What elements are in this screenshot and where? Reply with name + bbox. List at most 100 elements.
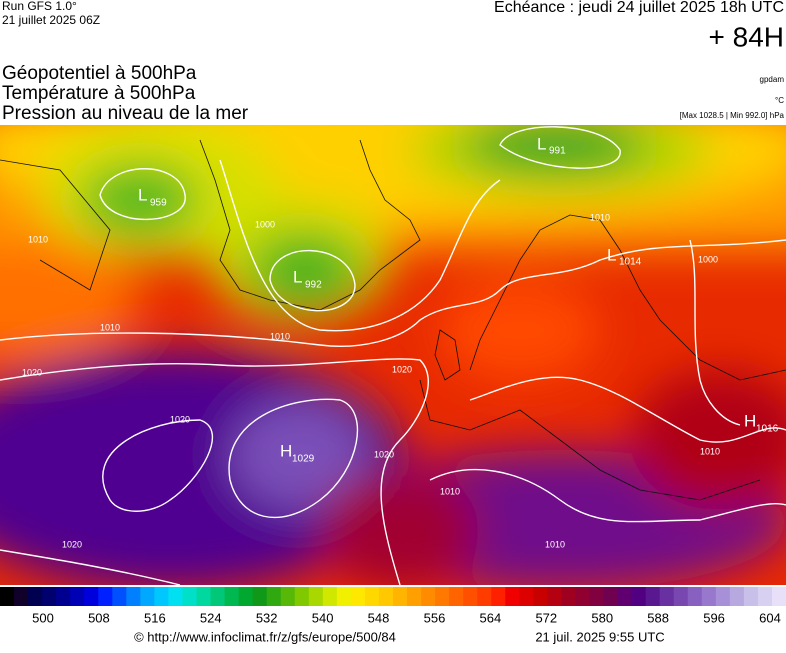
color-swatch bbox=[603, 587, 619, 606]
color-swatch bbox=[421, 587, 436, 606]
colorbar-tick-label: 564 bbox=[480, 610, 502, 625]
colorbar-tick-label: 516 bbox=[144, 610, 166, 625]
isobar-label: 1010 bbox=[440, 486, 460, 496]
isobar-label: 1010 bbox=[28, 234, 48, 244]
source: © http://www.infoclimat.fr/z/gfs/europe/… bbox=[134, 629, 396, 644]
unit: [Max 1028.5 | Min 992.0] hPa bbox=[680, 111, 785, 120]
colorbar-tick-label: 500 bbox=[32, 610, 54, 625]
color-swatch bbox=[308, 587, 324, 606]
colorbar-tick-label: 596 bbox=[703, 610, 725, 625]
pressure-center: H 1029 bbox=[280, 441, 315, 464]
colorbar-tick-label: 524 bbox=[200, 610, 222, 625]
isobar-label: 1010 bbox=[590, 212, 610, 222]
colorbar-tick-label: 588 bbox=[647, 610, 669, 625]
color-swatch bbox=[112, 587, 127, 606]
isobar-label: 1010 bbox=[100, 322, 120, 332]
colorbar-tick-label: 556 bbox=[424, 610, 446, 625]
color-swatch bbox=[575, 587, 590, 606]
center-value: 1014 bbox=[619, 257, 642, 268]
color-swatch bbox=[294, 587, 310, 606]
color-swatch bbox=[463, 587, 478, 606]
colorbar-tick-label: 580 bbox=[591, 610, 613, 625]
colorbar-tick-label: 548 bbox=[368, 610, 390, 625]
color-swatch bbox=[673, 587, 689, 606]
center-value: 1016 bbox=[756, 424, 779, 435]
colorbar-tick-label: 572 bbox=[535, 610, 557, 625]
isobar-label: 1020 bbox=[392, 364, 412, 374]
color-swatch bbox=[393, 587, 408, 606]
color-swatch bbox=[126, 587, 141, 606]
forecast-time: Echéance : jeudi 24 juillet 2025 18h UTC bbox=[494, 0, 784, 16]
color-swatch bbox=[84, 587, 99, 606]
generated-time: 21 juil. 2025 9:55 UTC bbox=[535, 629, 664, 644]
color-swatch bbox=[743, 587, 759, 606]
pressure-center: L 1014 bbox=[607, 245, 642, 267]
pressure-center: L 959 bbox=[138, 185, 167, 208]
color-swatch bbox=[266, 587, 282, 606]
color-swatch bbox=[210, 587, 226, 606]
center-value: 1029 bbox=[292, 454, 315, 465]
center-type: H bbox=[280, 441, 292, 460]
color-swatch bbox=[757, 587, 773, 606]
color-swatch bbox=[322, 587, 338, 606]
color-swatch bbox=[715, 587, 731, 606]
color-swatch bbox=[350, 587, 366, 606]
color-swatch bbox=[364, 587, 380, 606]
color-swatch bbox=[771, 587, 786, 606]
color-swatch bbox=[14, 587, 29, 606]
color-swatch bbox=[168, 587, 183, 606]
unit: °C bbox=[775, 96, 784, 105]
color-swatch bbox=[547, 587, 562, 606]
colorbar-tick-label: 532 bbox=[256, 610, 278, 625]
colorbar-tick-label: 508 bbox=[88, 610, 110, 625]
color-swatch bbox=[280, 587, 296, 606]
color-swatch bbox=[491, 587, 506, 606]
isobar-label: 1020 bbox=[62, 539, 82, 549]
run: Run GFS 1.0° bbox=[2, 0, 77, 13]
color-swatch bbox=[631, 587, 647, 606]
center-type: L bbox=[138, 185, 147, 204]
color-swatch bbox=[28, 587, 43, 606]
isobar-label: 1010 bbox=[270, 331, 290, 341]
color-swatch bbox=[701, 587, 717, 606]
color-swatch bbox=[42, 587, 57, 606]
center-type: L bbox=[607, 245, 616, 264]
color-swatch bbox=[687, 587, 703, 606]
color-swatch bbox=[98, 587, 113, 606]
center-type: H bbox=[744, 411, 756, 430]
color-swatch bbox=[659, 587, 675, 606]
color-swatch bbox=[0, 587, 15, 606]
pressure-center: L 991 bbox=[537, 134, 566, 156]
center-type: L bbox=[537, 134, 546, 153]
color-swatch bbox=[435, 587, 450, 606]
color-swatch bbox=[154, 587, 169, 606]
color-swatch bbox=[729, 587, 745, 606]
isobar-label: 1010 bbox=[545, 539, 565, 549]
colorbar-tick-label: 604 bbox=[759, 610, 781, 625]
isobar-label: 1020 bbox=[170, 414, 190, 424]
color-swatch bbox=[224, 587, 240, 606]
isobar-label: 1000 bbox=[255, 219, 275, 229]
color-swatch bbox=[196, 587, 212, 606]
color-swatch bbox=[589, 587, 605, 606]
layer-title: Géopotentiel à 500hPa bbox=[2, 63, 197, 84]
colorbar-tick-label: 540 bbox=[312, 610, 334, 625]
pressure-center: L 992 bbox=[293, 267, 322, 290]
map: 1010 1010 1020 1020 1020 1020 1010 1010 … bbox=[0, 125, 786, 585]
color-swatch bbox=[645, 587, 661, 606]
center-value: 991 bbox=[549, 146, 566, 157]
pressure-center: H 1016 bbox=[744, 411, 779, 434]
color-swatch bbox=[182, 587, 197, 606]
center-type: L bbox=[293, 267, 302, 286]
color-swatch bbox=[477, 587, 492, 606]
layer-title: Température à 500hPa bbox=[2, 83, 196, 104]
color-swatch bbox=[378, 587, 394, 606]
layer-title: Pression au niveau de la mer bbox=[2, 103, 249, 124]
color-swatch bbox=[617, 587, 633, 606]
color-swatch bbox=[252, 587, 268, 606]
colorbar: 500 508 516 524 532 540 548 556 564 572 580 588 596 6… bbox=[0, 587, 786, 625]
color-swatch bbox=[70, 587, 85, 606]
isobar-label: 1000 bbox=[698, 254, 718, 264]
color-swatch bbox=[533, 587, 548, 606]
color-swatch bbox=[336, 587, 352, 606]
